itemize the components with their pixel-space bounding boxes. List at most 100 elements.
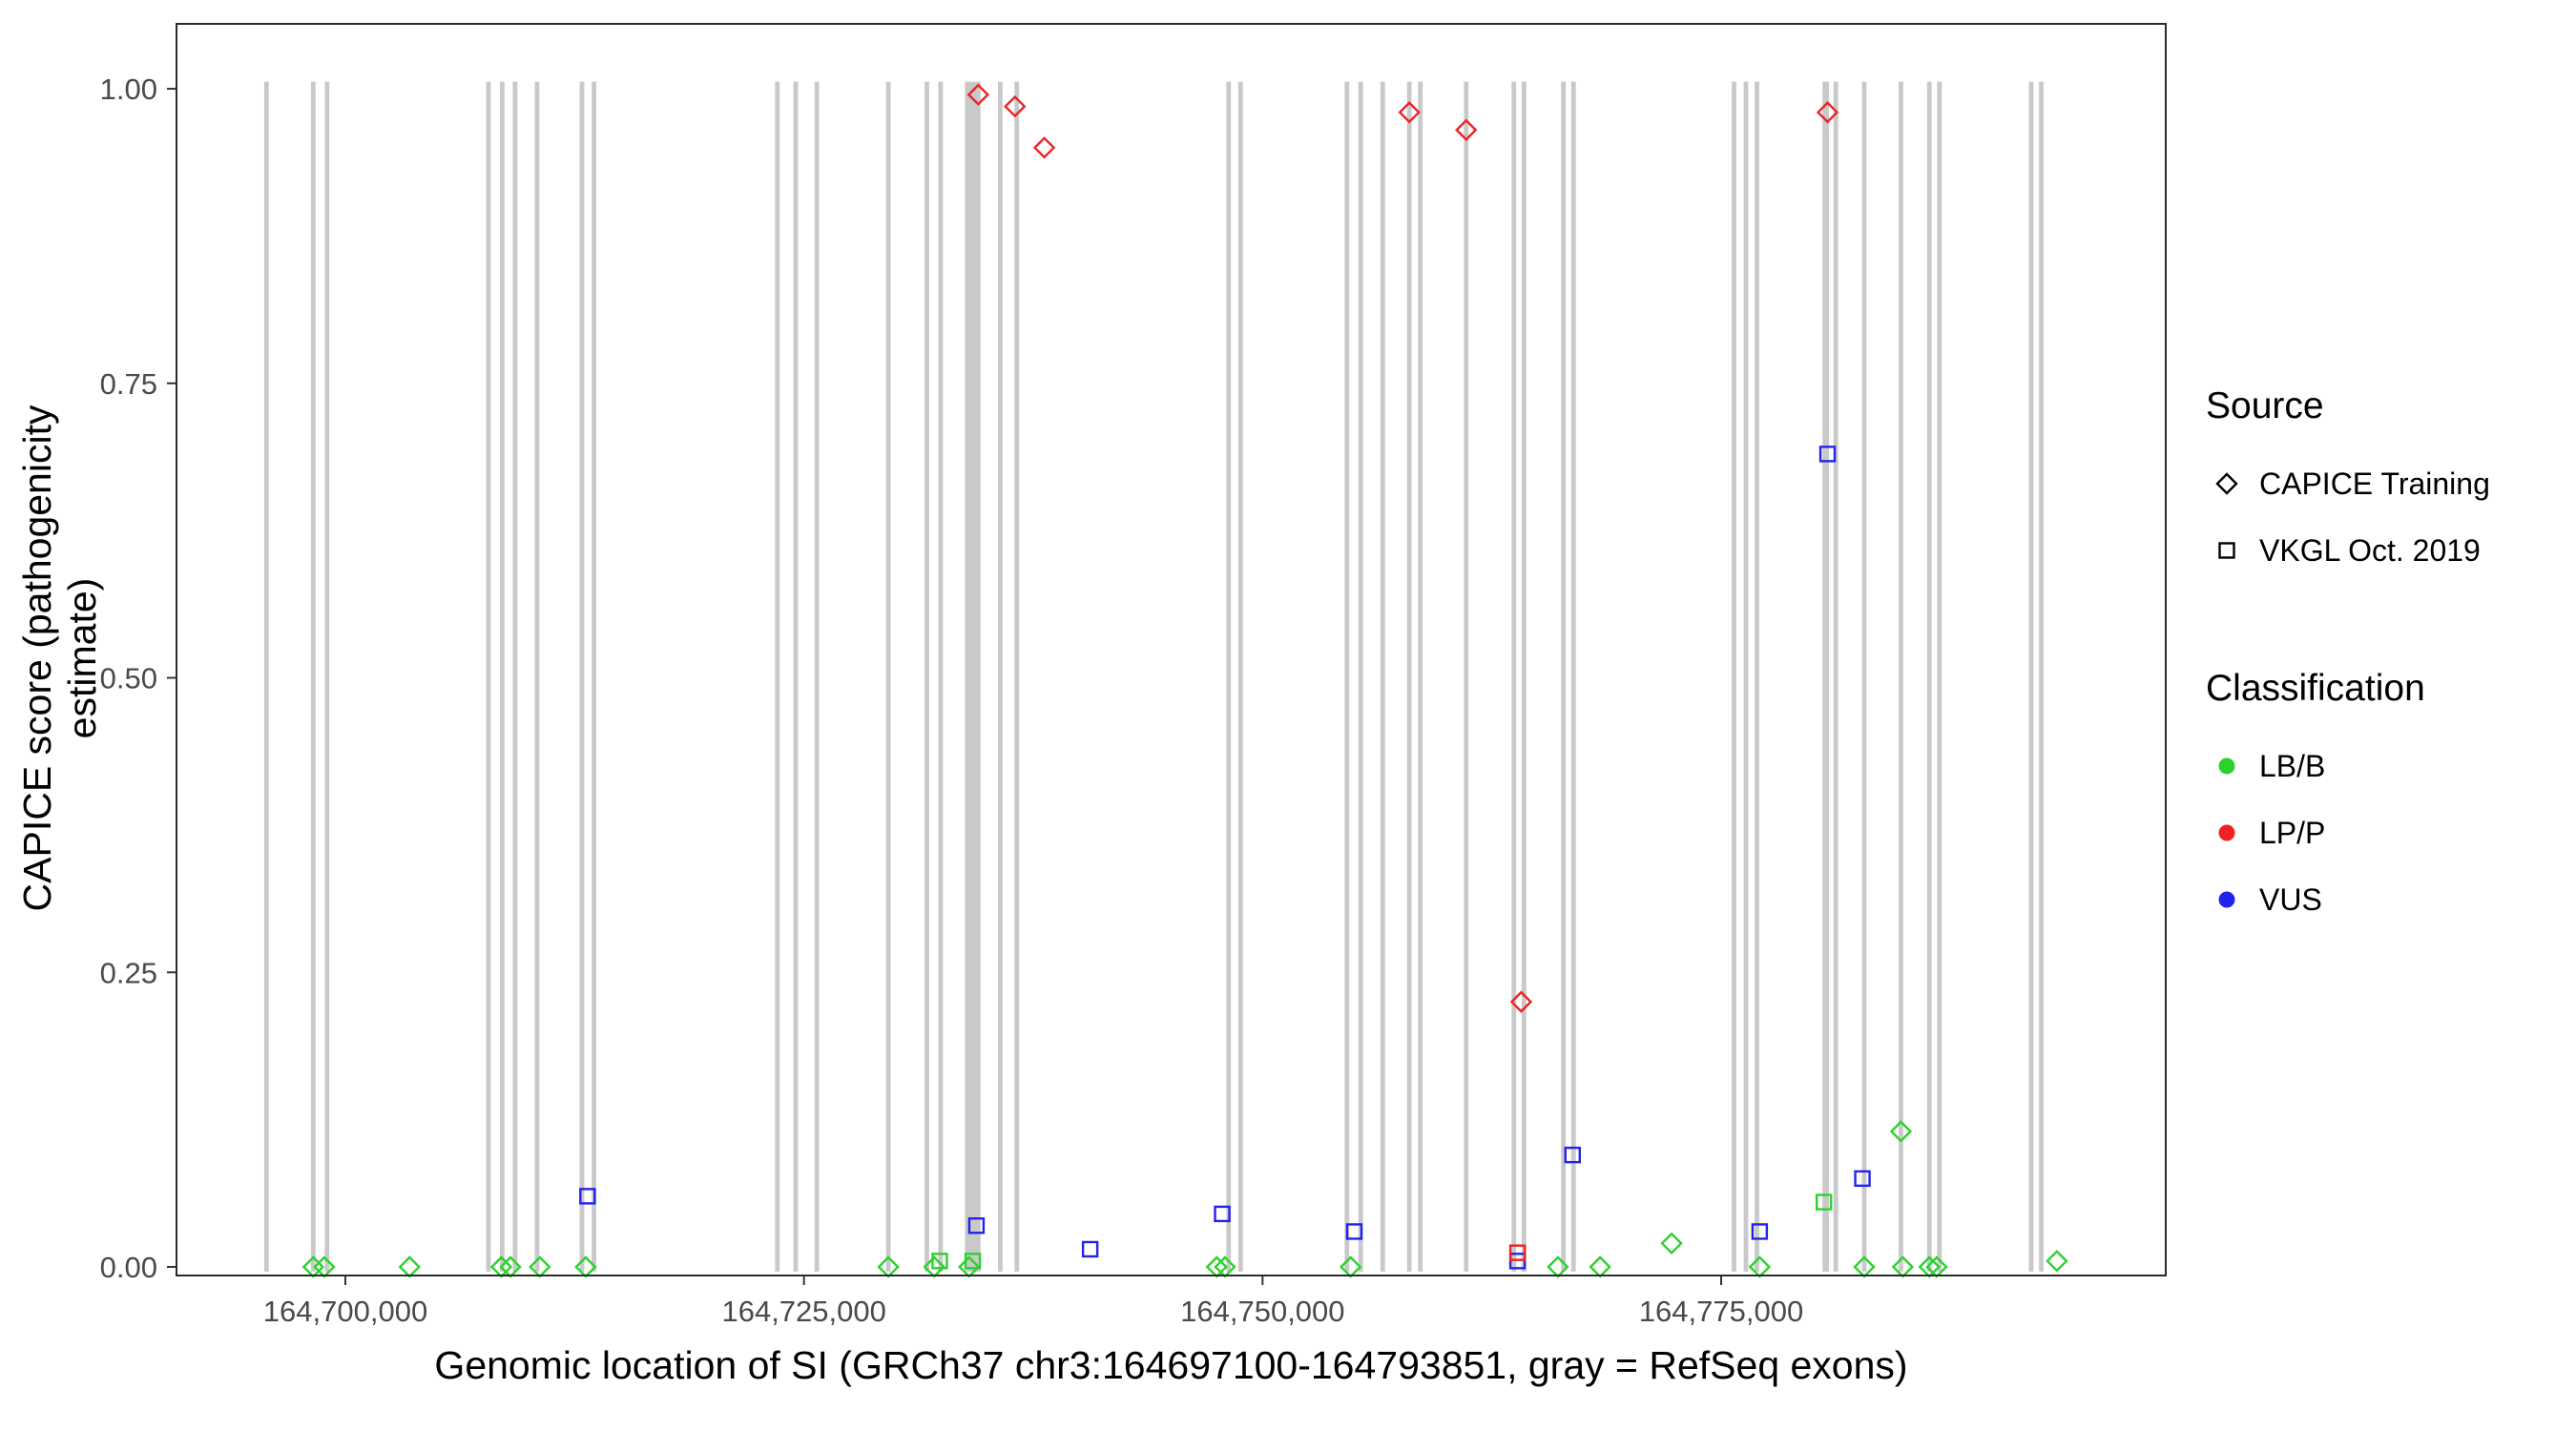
exon-line [1380, 81, 1385, 1272]
data-point-diamond [398, 1255, 421, 1278]
data-point-diamond [1589, 1255, 1611, 1278]
exon-line [2039, 81, 2044, 1272]
legend-item-capice-training: CAPICE Training [2206, 450, 2568, 517]
x-tick-label: 164,775,000 [1639, 1295, 1803, 1328]
exon-line [965, 81, 981, 1272]
y-tick-label: 0.00 [100, 1251, 157, 1284]
data-point-diamond [1748, 1255, 1772, 1278]
exon-line [1899, 81, 1903, 1272]
data-point-square [1818, 446, 1837, 463]
data-point-square [1564, 1146, 1581, 1164]
exon-line [1732, 81, 1736, 1272]
data-point-diamond [2046, 1250, 2068, 1273]
legend-item-lpp: LP/P [2206, 799, 2568, 866]
exon-line [512, 81, 518, 1272]
legend-item-label: LP/P [2259, 815, 2326, 850]
exon-line [1237, 81, 1243, 1272]
y-tick-label: 1.00 [100, 73, 157, 106]
exon-line [775, 81, 780, 1272]
x-tick-label: 164,700,000 [263, 1295, 427, 1328]
exon-line [885, 81, 891, 1272]
data-point-square [1214, 1205, 1231, 1223]
data-point-diamond [1032, 136, 1056, 159]
exon-line [1418, 81, 1423, 1272]
exon-line [1511, 81, 1517, 1272]
exon-line [1226, 81, 1232, 1272]
legend-item-label: VKGL Oct. 2019 [2259, 532, 2481, 568]
data-point-diamond [1398, 101, 1421, 124]
data-point-square [967, 1217, 986, 1234]
data-point-diamond [1004, 94, 1027, 118]
exon-line [997, 81, 1003, 1272]
exon-line [1561, 81, 1567, 1272]
exon-line [1344, 81, 1350, 1272]
data-point-square [1854, 1170, 1871, 1188]
diamond-marker-icon [2215, 472, 2238, 495]
exon-line [1521, 81, 1527, 1272]
exon-line [324, 81, 330, 1272]
x-tick-label: 164,725,000 [721, 1295, 885, 1328]
legend-item-lbb: LB/B [2206, 733, 2568, 799]
data-point-diamond [1455, 118, 1478, 141]
legend-item-vus: VUS [2206, 866, 2568, 933]
data-point-diamond [1889, 1120, 1913, 1143]
exon-line [938, 81, 944, 1272]
exon-line [310, 81, 316, 1272]
exon-line [2028, 81, 2034, 1272]
y-axis-title: CAPICE score (pathogenicity estimate) [15, 404, 104, 912]
exon-line [1406, 81, 1412, 1272]
red-dot-icon [2218, 824, 2235, 841]
panel-border [176, 23, 2167, 1276]
square-marker-icon [2218, 542, 2235, 559]
exon-line [1937, 81, 1942, 1272]
exon-line [1861, 81, 1867, 1272]
data-point-square [1345, 1223, 1363, 1240]
exon-line [1755, 81, 1759, 1272]
exon-line [1743, 81, 1749, 1272]
legend-item-label: CAPICE Training [2259, 466, 2490, 501]
data-point-square [579, 1188, 596, 1205]
data-point-diamond [1660, 1232, 1683, 1255]
x-tick-label: 164,750,000 [1180, 1295, 1344, 1328]
legend-item-label: VUS [2259, 881, 2322, 917]
legend-item-vkgl: VKGL Oct. 2019 [2206, 517, 2568, 584]
y-tick-label: 0.25 [100, 956, 157, 989]
exon-line [793, 81, 799, 1272]
exon-line [1833, 81, 1839, 1272]
data-point-square [931, 1253, 948, 1270]
data-point-diamond [529, 1255, 551, 1278]
exon-line [924, 81, 929, 1272]
green-dot-icon [2218, 757, 2235, 775]
exon-line [592, 81, 596, 1272]
data-point-square [1081, 1240, 1099, 1258]
exon-line [499, 81, 505, 1272]
y-tick-label: 0.75 [100, 367, 157, 401]
y-tick-label: 0.50 [100, 662, 157, 695]
data-point-diamond [1816, 101, 1839, 124]
exon-line [579, 81, 585, 1272]
legend-classification-title: Classification [2206, 668, 2425, 709]
data-point-square [1508, 1244, 1527, 1261]
data-point-diamond [1339, 1255, 1362, 1278]
exon-line [1014, 81, 1020, 1272]
exon-line [1358, 81, 1363, 1272]
data-point-diamond [966, 83, 990, 106]
exon-line [1926, 81, 1932, 1272]
data-point-square [1751, 1223, 1769, 1240]
exon-line [263, 81, 269, 1272]
legend-item-label: LB/B [2259, 748, 2326, 783]
exon-line [814, 81, 820, 1272]
legend: Source CAPICE Training VKGL Oct. 2019 Cl… [2206, 385, 2568, 933]
exon-line [486, 81, 491, 1272]
exon-line [1464, 81, 1469, 1272]
x-axis-title: Genomic location of SI (GRCh37 chr3:1646… [434, 1343, 1908, 1387]
exon-line [534, 81, 540, 1272]
data-point-square [1815, 1193, 1833, 1211]
exon-line [1822, 81, 1829, 1272]
blue-dot-icon [2218, 891, 2235, 908]
exon-line [1570, 81, 1576, 1272]
legend-source-title: Source [2206, 385, 2324, 426]
data-point-diamond [1509, 990, 1533, 1013]
